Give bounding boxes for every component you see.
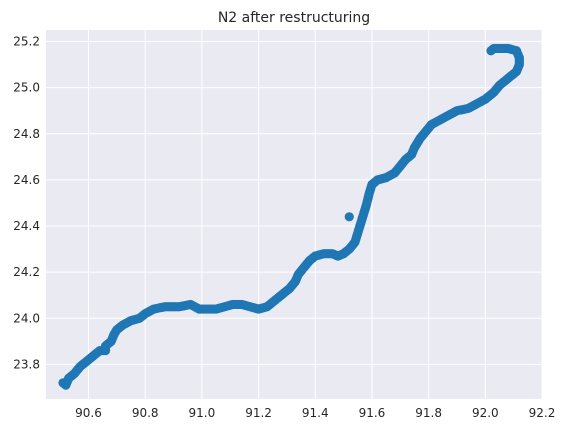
y-tick-label: 25.2: [13, 35, 40, 49]
chart-title: N2 after restructuring: [218, 10, 370, 26]
y-tick-label: 24.6: [13, 173, 40, 187]
plot-area: [46, 30, 542, 399]
y-tick-label: 24.8: [13, 127, 40, 141]
y-tick-label: 24.0: [13, 311, 40, 325]
x-tick-label: 91.0: [189, 406, 216, 420]
x-axis-ticks: 90.6 90.8 91.0 91.2 91.4 91.6 91.8 92.0 92.2: [75, 406, 555, 420]
x-tick-label: 90.8: [132, 406, 159, 420]
x-tick-label: 92.0: [472, 406, 499, 420]
x-tick-label: 92.2: [529, 406, 556, 420]
x-tick-label: 90.6: [75, 406, 102, 420]
y-axis-ticks: 23.8 24.0 24.2 24.4 24.6 24.8 25.0 25.2: [13, 35, 40, 372]
x-tick-label: 91.2: [245, 406, 272, 420]
y-tick-label: 23.8: [13, 357, 40, 371]
data-points: [58, 43, 524, 390]
data-point: [486, 46, 496, 56]
y-tick-label: 25.0: [13, 81, 40, 95]
data-point: [344, 212, 354, 222]
y-tick-label: 24.4: [13, 219, 40, 233]
y-tick-label: 24.2: [13, 265, 40, 279]
x-tick-label: 91.8: [415, 406, 442, 420]
x-tick-label: 91.4: [302, 406, 329, 420]
x-tick-label: 91.6: [359, 406, 386, 420]
